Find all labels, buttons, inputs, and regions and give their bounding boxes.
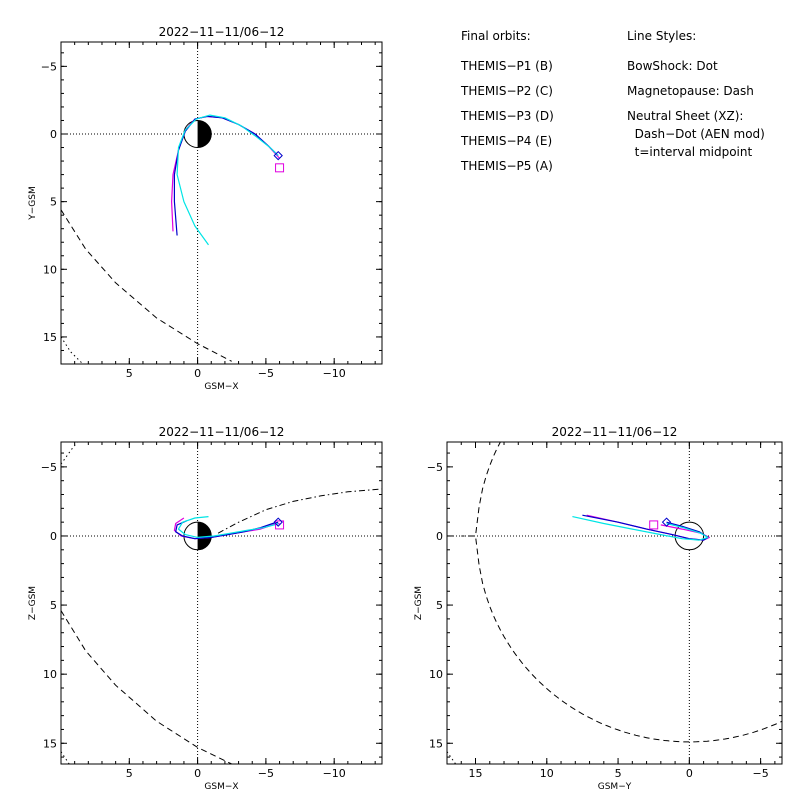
orbit-series-2: [175, 520, 279, 540]
y-tick-label: 0: [50, 128, 57, 141]
legend-orbit-p4: THEMIS−P4 (E): [460, 134, 552, 148]
legend: Final orbits: THEMIS−P1 (B) THEMIS−P2 (C…: [460, 29, 765, 173]
y-tick-label: 15: [43, 331, 57, 344]
chart-panel-3: 15 10 5 0 −5 −5 0 5 10 15 2022−11−11/06−12 GSM−Y Z−G…: [414, 425, 783, 792]
x-tick-label: 0: [194, 367, 201, 380]
neutral-sheet-boundary: [217, 488, 382, 534]
plot-area: [61, 442, 382, 764]
y-tick-label: 10: [429, 668, 443, 681]
y-tick-label: 5: [50, 196, 57, 209]
square-marker: [275, 163, 285, 173]
y-tick-label: 15: [43, 737, 57, 750]
plot-frame: [446, 441, 783, 765]
x-tick-label: −10: [323, 767, 346, 780]
bow-shock-boundary: [61, 442, 78, 465]
y-tick-label: 5: [50, 599, 57, 612]
chart-title: 2022−11−11/06−12: [552, 425, 678, 439]
style-neutral-sheet: Neutral Sheet (XZ):: [627, 109, 743, 123]
x-tick-label: 10: [540, 767, 554, 780]
x-tick-label: 0: [686, 767, 693, 780]
y-tick-label: −5: [427, 461, 443, 474]
legend-orbit-p2: THEMIS−P2 (C): [460, 84, 553, 98]
legend-orbit-p3: THEMIS−P3 (D): [460, 109, 554, 123]
y-tick-label: 0: [50, 530, 57, 543]
x-tick-label: −5: [753, 767, 769, 780]
y-tick-label: 15: [429, 737, 443, 750]
x-axis-label: GSM−Y: [598, 782, 632, 792]
style-magnetopause: Magnetopause: Dash: [627, 84, 754, 98]
diamond-marker: [273, 517, 283, 527]
chart-title: 2022−11−11/06−12: [159, 425, 285, 439]
chart-panels: 5 0 −5 −10 −5 0 5 10 15 2022−11−11/06−12 GSM−X Y−GS…: [28, 25, 783, 792]
x-axis-label: GSM−X: [204, 782, 238, 792]
magnetopause-boundary: [461, 442, 782, 743]
magnetopause-boundary: [61, 209, 232, 362]
plot-frame: [60, 441, 383, 765]
chart-panel-2: 5 0 −5 −10 −5 0 5 10 15 2022−11−11/06−12 GSM−X Z−GS…: [28, 425, 383, 792]
x-tick-label: 0: [194, 767, 201, 780]
x-tick-label: −5: [258, 367, 274, 380]
square-marker: [649, 520, 659, 530]
x-tick-label: 5: [615, 767, 622, 780]
y-axis-label: Y−GSM: [28, 186, 38, 221]
magnetopause-boundary: [61, 610, 232, 764]
chart-title: 2022−11−11/06−12: [159, 25, 285, 39]
plot-frame: [60, 41, 383, 365]
bow-shock-boundary: [447, 751, 457, 764]
y-tick-label: 5: [436, 599, 443, 612]
diamond-marker: [273, 150, 283, 161]
y-axis-label: Z−GSM: [28, 586, 38, 620]
diamond-marker: [661, 517, 672, 527]
y-tick-label: 10: [43, 668, 57, 681]
styles-title: Line Styles:: [627, 29, 696, 43]
x-tick-label: 5: [126, 767, 133, 780]
style-dash-dot: Dash−Dot (AEN mod): [627, 127, 765, 141]
orbit-series-3: [572, 516, 709, 541]
legend-orbit-p5: THEMIS−P5 (A): [460, 159, 553, 173]
orbit-series-3: [177, 516, 279, 538]
x-tick-label: −10: [323, 367, 346, 380]
earth-night-side: [197, 522, 212, 550]
square-marker: [275, 520, 285, 530]
bow-shock-boundary: [61, 751, 70, 764]
chart-panel-1: 5 0 −5 −10 −5 0 5 10 15 2022−11−11/06−12 GSM−X Y−GS…: [28, 25, 383, 392]
plot-area: [447, 442, 782, 764]
bow-shock-boundary: [61, 336, 84, 364]
orbits-title: Final orbits:: [461, 29, 531, 43]
y-tick-label: −5: [41, 60, 57, 73]
style-bowshock: BowShock: Dot: [627, 59, 718, 73]
x-tick-label: 15: [469, 767, 483, 780]
legend-orbit-p1: THEMIS−P1 (B): [460, 59, 553, 73]
style-interval: t=interval midpoint: [627, 145, 752, 159]
x-tick-label: 5: [126, 367, 133, 380]
earth-night-side: [197, 120, 212, 148]
y-tick-label: −5: [41, 461, 57, 474]
x-axis-label: GSM−X: [204, 382, 238, 392]
plot-area: [61, 42, 382, 364]
orbit-series-3: [176, 114, 279, 246]
x-tick-label: −5: [258, 767, 274, 780]
y-tick-label: 0: [436, 530, 443, 543]
y-axis-label: Z−GSM: [414, 586, 424, 620]
y-tick-label: 10: [43, 263, 57, 276]
